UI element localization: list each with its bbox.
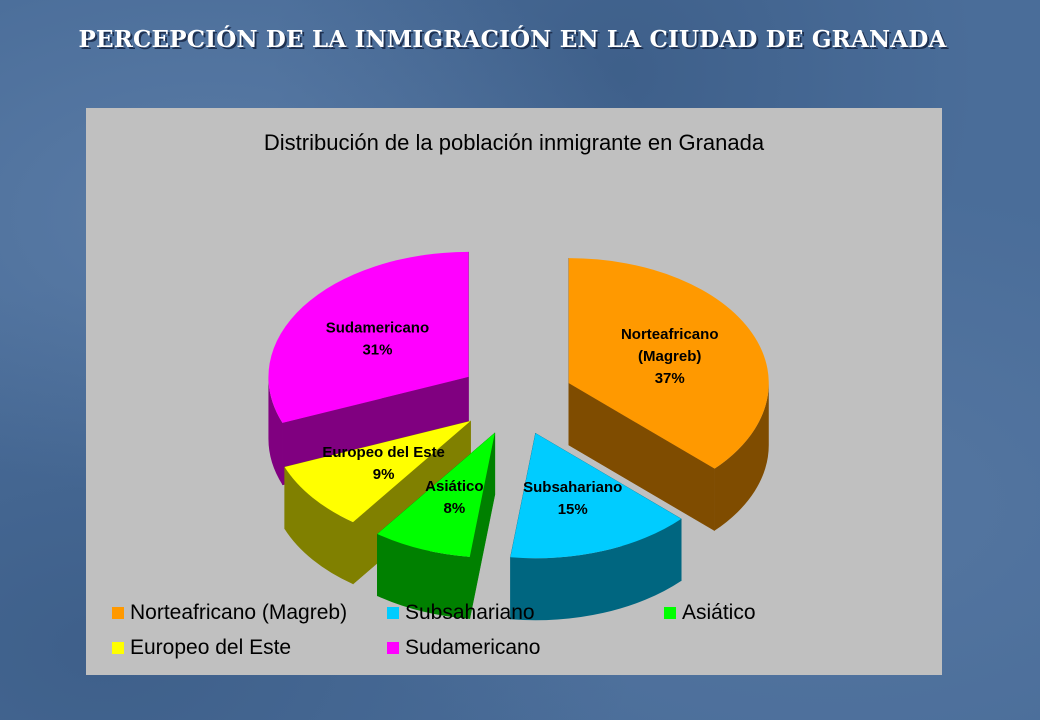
pie-slice-subsahariano — [510, 433, 682, 559]
pie-tops — [268, 251, 769, 559]
pie-labels: Norteafricano (Magreb) 37% Subsahariano 15% A… — [322, 319, 718, 518]
data-label-norteafricano-magreb: Norteafricano (Magreb) 37% — [621, 326, 719, 387]
chart-area: Distribución de la población inmigrante … — [86, 108, 942, 675]
chart-title: Distribución de la población inmigrante … — [263, 130, 765, 155]
data-label-europeo-del-este: Europeo del Este 9% — [322, 444, 445, 483]
data-label-subsahariano: Subsahariano 15% — [523, 479, 622, 518]
pie-slice-sudamericano — [268, 251, 469, 423]
pie-chart: Norteafricano (Magreb) 37% Subsahariano 15% A… — [268, 251, 769, 621]
pie-slice-norteafricano-magreb — [568, 258, 769, 469]
pie-slice-asiatico — [377, 432, 495, 557]
slide-title: PERCEPCIÓN DE LA INMIGRACIÓN EN LA CIUDA… — [78, 26, 947, 53]
pie-slice-europeo-del-este — [284, 420, 471, 523]
data-label-sudamericano: Sudamericano 31% — [326, 319, 429, 358]
data-label-asiatico: Asiático 8% — [425, 478, 483, 517]
